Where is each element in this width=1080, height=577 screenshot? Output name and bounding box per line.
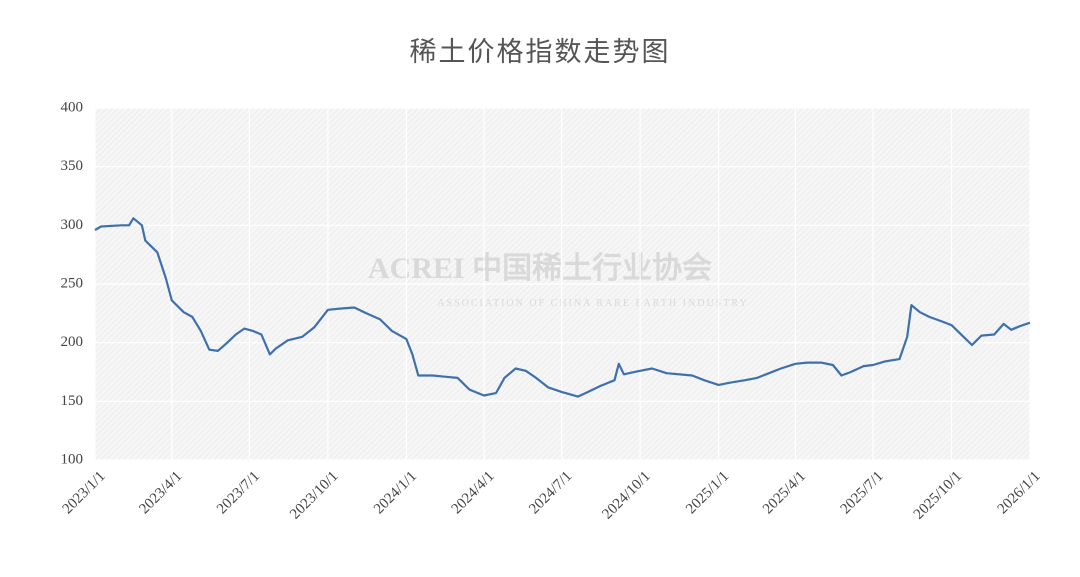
x-tick-label: 2024/1/1 bbox=[371, 468, 420, 517]
y-tick-label: 400 bbox=[61, 99, 84, 115]
y-tick-label: 100 bbox=[61, 451, 84, 467]
y-tick-label: 150 bbox=[61, 393, 84, 409]
x-tick-label: 2026/1/1 bbox=[995, 468, 1044, 517]
x-tick-label: 2025/7/1 bbox=[838, 468, 887, 517]
x-tick-label: 2023/7/1 bbox=[214, 468, 263, 517]
x-tick-label: 2023/10/1 bbox=[287, 468, 341, 522]
y-tick-label: 250 bbox=[61, 275, 84, 291]
watermark-sub: ASSOCIATION OF CHINA RARE EARTH INDUSTRY bbox=[437, 298, 748, 309]
x-tick-label: 2025/1/1 bbox=[683, 468, 732, 517]
x-tick-label: 2024/7/1 bbox=[526, 468, 575, 517]
y-tick-label: 350 bbox=[61, 158, 84, 174]
x-tick-label: 2025/10/1 bbox=[911, 468, 965, 522]
x-tick-label: 2023/1/1 bbox=[60, 468, 109, 517]
watermark: ACREI 中国稀土行业协会 bbox=[368, 252, 712, 285]
x-tick-label: 2023/4/1 bbox=[136, 468, 185, 517]
x-tick-label: 2025/4/1 bbox=[760, 468, 809, 517]
chart-title: 稀土价格指数走势图 bbox=[410, 37, 671, 67]
y-tick-label: 300 bbox=[61, 217, 84, 233]
x-tick-label: 2024/4/1 bbox=[449, 468, 498, 517]
y-tick-label: 200 bbox=[61, 334, 84, 350]
x-tick-label: 2024/10/1 bbox=[599, 468, 653, 522]
series-line bbox=[94, 217, 1031, 398]
